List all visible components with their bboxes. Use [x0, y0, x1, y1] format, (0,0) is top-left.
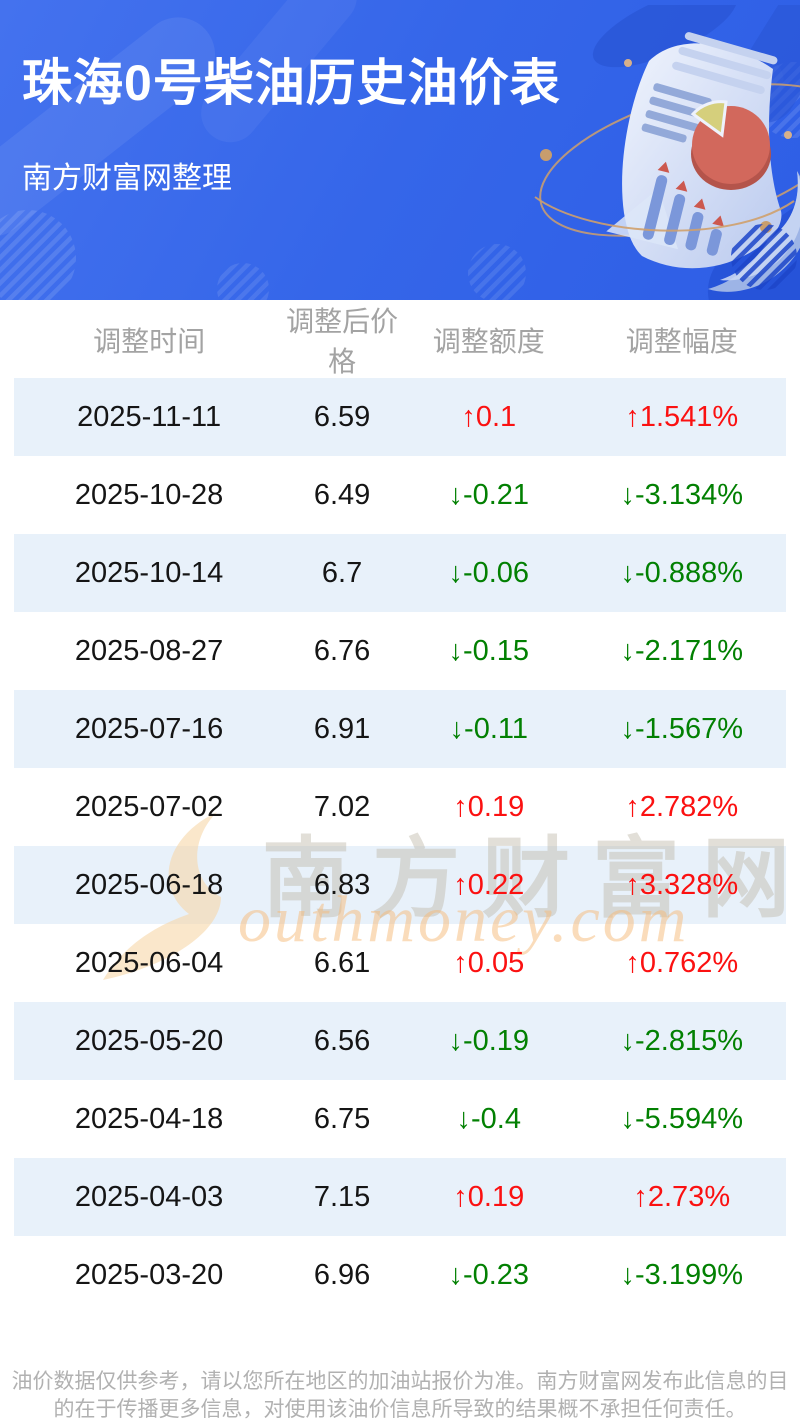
- page-title: 珠海0号柴油历史油价表: [22, 55, 561, 111]
- pct-cell: ↑2.782%: [625, 790, 739, 823]
- price-cell: 6.49: [313, 478, 371, 511]
- striped-circle-icon: [731, 224, 797, 290]
- report-document-illustration: [534, 5, 800, 292]
- price-cell: 6.61: [313, 946, 371, 979]
- column-header-pct: 调整幅度: [625, 326, 738, 357]
- date-cell: 2025-07-16: [74, 712, 224, 745]
- price-cell: 6.56: [313, 1024, 371, 1057]
- change-cell: ↓-0.23: [448, 1258, 530, 1291]
- pct-cell: ↑0.762%: [625, 946, 739, 979]
- pct-cell: ↓-2.815%: [620, 1024, 743, 1057]
- pct-cell: ↓-5.594%: [620, 1102, 743, 1135]
- striped-circle-icon: [217, 263, 269, 300]
- pct-cell: ↓-1.567%: [620, 712, 743, 745]
- pct-cell: ↓-2.171%: [620, 634, 743, 667]
- change-cell: ↑0.1: [461, 400, 517, 433]
- table-row: 2025-10-28 6.49 ↓-0.21 ↓-3.134%: [14, 456, 786, 534]
- pct-cell: ↑1.541%: [625, 400, 739, 433]
- change-cell: ↓-0.15: [448, 634, 530, 667]
- column-header-time: 调整时间: [93, 326, 206, 357]
- banner-text: 珠海0号柴油历史油价表 南方财富网整理: [22, 56, 561, 197]
- price-cell: 6.96: [313, 1258, 371, 1291]
- change-cell: ↑0.05: [453, 946, 525, 979]
- date-cell: 2025-07-02: [74, 790, 224, 823]
- table-row: 2025-08-27 6.76 ↓-0.15 ↓-2.171%: [14, 612, 786, 690]
- date-cell: 2025-03-20: [74, 1258, 224, 1291]
- price-cell: 6.91: [313, 712, 371, 745]
- table-row: 2025-06-04 6.61 ↑0.05 ↑0.762%: [14, 924, 786, 1002]
- date-cell: 2025-04-03: [74, 1180, 224, 1213]
- date-cell: 2025-10-28: [74, 478, 224, 511]
- striped-circle-icon: [0, 210, 76, 300]
- price-cell: 6.83: [313, 868, 371, 901]
- date-cell: 2025-10-14: [74, 556, 224, 589]
- price-cell: 6.76: [313, 634, 371, 667]
- price-cell: 6.7: [321, 556, 363, 589]
- price-table-body: 2025-11-11 6.59 ↑0.1 ↑1.541% 2025-10-28 …: [0, 378, 800, 1314]
- table-row: 2025-04-03 7.15 ↑0.19 ↑2.73%: [14, 1158, 786, 1236]
- table-row: 2025-07-16 6.91 ↓-0.11 ↓-1.567%: [14, 690, 786, 768]
- change-cell: ↓-0.19: [448, 1024, 530, 1057]
- column-header-change: 调整额度: [432, 326, 545, 357]
- price-cell: 7.15: [313, 1180, 371, 1213]
- page-subtitle: 南方财富网整理: [22, 162, 232, 195]
- table-header-row: 调整时间 调整后价格 调整额度 调整幅度: [14, 300, 786, 378]
- change-cell: ↓-0.06: [448, 556, 530, 589]
- price-table: 调整时间 调整后价格 调整额度 调整幅度 2025-11-11 6.59 ↑0.…: [0, 300, 800, 1314]
- price-cell: 7.02: [313, 790, 371, 823]
- column-header-price: 调整后价格: [286, 306, 399, 377]
- table-row: 2025-10-14 6.7 ↓-0.06 ↓-0.888%: [14, 534, 786, 612]
- price-cell: 6.75: [313, 1102, 371, 1135]
- table-row: 2025-11-11 6.59 ↑0.1 ↑1.541%: [14, 378, 786, 456]
- bar-chart-icon: [606, 161, 724, 256]
- pct-cell: ↓-3.134%: [620, 478, 743, 511]
- date-cell: 2025-06-04: [74, 946, 224, 979]
- pie-chart-icon: [690, 100, 771, 190]
- banner: 珠海0号柴油历史油价表 南方财富网整理: [0, 0, 800, 300]
- date-cell: 2025-05-20: [74, 1024, 224, 1057]
- pct-cell: ↑2.73%: [633, 1180, 731, 1213]
- footer-disclaimer: 油价数据仅供参考，请以您所在地区的加油站报价为准。南方财富网发布此信息的目的在于…: [11, 1370, 789, 1422]
- change-cell: ↓-0.21: [448, 478, 530, 511]
- table-row: 2025-05-20 6.56 ↓-0.19 ↓-2.815%: [14, 1002, 786, 1080]
- change-cell: ↑0.19: [453, 790, 525, 823]
- table-row: 2025-06-18 6.83 ↑0.22 ↑3.328%: [14, 846, 786, 924]
- price-cell: 6.59: [313, 400, 371, 433]
- change-cell: ↓-0.4: [456, 1102, 521, 1135]
- change-cell: ↑0.19: [453, 1180, 525, 1213]
- pct-cell: ↓-0.888%: [620, 556, 743, 589]
- date-cell: 2025-11-11: [77, 400, 222, 433]
- date-cell: 2025-04-18: [74, 1102, 224, 1135]
- change-cell: ↑0.22: [453, 868, 525, 901]
- pct-cell: ↓-3.199%: [620, 1258, 743, 1291]
- table-row: 2025-03-20 6.96 ↓-0.23 ↓-3.199%: [14, 1236, 786, 1314]
- date-cell: 2025-06-18: [74, 868, 224, 901]
- change-cell: ↓-0.11: [449, 712, 528, 745]
- date-cell: 2025-08-27: [74, 634, 224, 667]
- table-row: 2025-04-18 6.75 ↓-0.4 ↓-5.594%: [14, 1080, 786, 1158]
- pct-cell: ↑3.328%: [625, 868, 739, 901]
- table-row: 2025-07-02 7.02 ↑0.19 ↑2.782%: [14, 768, 786, 846]
- orbit-icon: [534, 59, 795, 233]
- striped-circle-icon: [468, 244, 526, 300]
